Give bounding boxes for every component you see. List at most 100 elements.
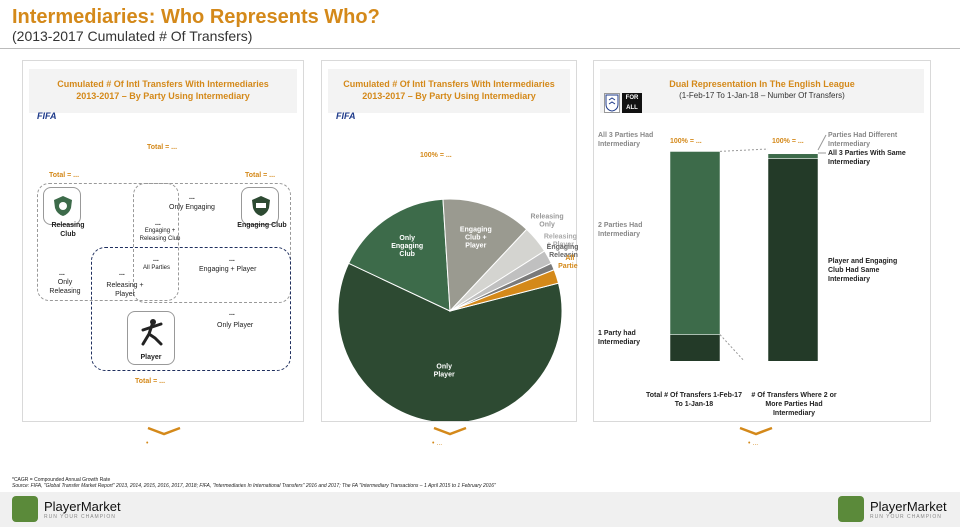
footballer-icon (141, 319, 163, 346)
engaging-releasing-label: Engaging + Releasing Club (139, 228, 181, 242)
releasing-player-value: ... (119, 270, 125, 277)
engaging-club-label: Engaging Club (237, 222, 287, 229)
only-engaging-label: Only Engaging (169, 204, 215, 211)
only-releasing-label: Only Releasing (49, 279, 81, 295)
bar-segment (767, 153, 819, 159)
pie-total-label: 100% = ... (420, 152, 452, 159)
footer-bar (0, 492, 960, 527)
only-player-value: ... (229, 310, 235, 317)
shield-icon (54, 196, 72, 216)
engaging-player-label: Engaging + Player (199, 266, 257, 273)
pie-slice (337, 262, 563, 421)
connector-line (719, 148, 769, 152)
venn-panel: Cumulated # Of Intl Transfers With Inter… (22, 60, 304, 422)
stacked-bar-chart (669, 134, 827, 361)
pie-slice-label: Parties (558, 263, 578, 270)
pie-slice-label: All (565, 255, 574, 262)
player-circle (91, 247, 291, 371)
venn-total-left: Total = ... (49, 172, 80, 179)
pie-slice-label: Only (436, 363, 452, 370)
chevron-down-icon[interactable] (738, 426, 774, 436)
bar-segment (669, 334, 721, 361)
pie-slice-label: Only (539, 222, 555, 229)
bar1-total: 100% = ... (670, 138, 702, 145)
label-player-engaging: Player and Engaging Club Had Same Interm… (828, 258, 898, 283)
brand-name: PlayerMarket (44, 499, 121, 514)
dual-header-line1: Dual Representation In The English Leagu… (669, 79, 855, 89)
pie-slice-label: Engaging (391, 243, 423, 250)
nav-dot-1: • (146, 440, 149, 447)
bar-segment (767, 148, 819, 155)
title-divider (0, 48, 960, 49)
bar-segment (669, 151, 721, 335)
engaging-releasing-value: ... (155, 220, 161, 227)
nav-dot-2: • ... (432, 440, 443, 447)
bar-segment (767, 158, 819, 361)
brand-tagline: RUN YOUR CHAMPION (44, 514, 116, 520)
page-title: Intermediaries: Who Represents Who? (12, 6, 380, 28)
venn-header-line2: 2013-2017 – By Party Using Intermediary (76, 91, 250, 101)
releasing-circle (37, 183, 179, 301)
pie-slice-label: Releasing (544, 233, 577, 240)
only-releasing-value: ... (59, 270, 65, 277)
chevron-down-icon[interactable] (432, 426, 468, 436)
pie-header-line2: 2013-2017 – By Party Using Intermediary (362, 91, 536, 101)
venn-panel-header: Cumulated # Of Intl Transfers With Inter… (29, 69, 297, 113)
dual-panel-header: Dual Representation In The English Leagu… (600, 69, 924, 113)
bar-segment (669, 148, 721, 152)
pie-panel-header: Cumulated # Of Intl Transfers With Inter… (328, 69, 570, 113)
releasing-club-badge (43, 187, 81, 225)
for-all-badge: FOR ALL (622, 93, 642, 113)
venn-total-top: Total = ... (147, 144, 178, 151)
pie-slice-label: Releasing (531, 214, 564, 221)
engaging-club-badge (241, 187, 279, 225)
engaging-circle (133, 183, 291, 303)
only-player-label: Only Player (217, 322, 254, 329)
shield-icon (252, 196, 270, 216)
label-2-parties: 2 Parties Had Intermediary (598, 222, 643, 238)
bar2-total: 100% = ... (772, 138, 804, 145)
pie-slice-label: Player (434, 371, 455, 378)
label-same-all3: All 3 Parties With Same Intermediary (828, 150, 906, 166)
pie-slice (442, 198, 528, 313)
bar2-caption: # Of Transfers Where 2 or More Parties H… (751, 392, 837, 417)
dual-header-line2: (1-Feb-17 To 1-Jan-18 – Number Of Transf… (679, 91, 845, 100)
fa-crest-icon (604, 93, 620, 113)
dual-representation-panel: Dual Representation In The English Leagu… (593, 60, 931, 422)
only-engaging-value: ... (189, 194, 195, 201)
connector-line (719, 334, 745, 361)
venn-header-line1: Cumulated # Of Intl Transfers With Inter… (57, 79, 269, 89)
all-parties-value: ... (153, 256, 159, 263)
brand-bars-icon (838, 496, 864, 522)
fifa-logo: FIFA (336, 111, 356, 121)
pie-slice-label: Club (399, 251, 415, 258)
releasing-club-label: Releasing Club (51, 222, 85, 238)
label-all3-parties: All 3 Parties Had Intermediary (598, 132, 654, 148)
player-label: Player (140, 354, 162, 361)
player-badge (127, 311, 175, 365)
pie-header-line1: Cumulated # Of Intl Transfers With Inter… (343, 79, 555, 89)
fifa-logo: FIFA (37, 111, 57, 121)
pie-slice-label: Releasing (549, 252, 578, 259)
all-parties-label: All Parties (143, 265, 171, 271)
nav-dot-3: • ... (748, 440, 759, 447)
pointer-line (817, 134, 827, 151)
pie-slice (347, 198, 451, 312)
venn-total-bottom: Total = ... (135, 378, 166, 385)
bar1-caption: Total # Of Transfers 1-Feb-17 To 1-Jan-1… (646, 392, 742, 408)
releasing-player-label: Releasing + Player (106, 282, 144, 298)
footnote-cagr: *CAGR = Compounded Annual Growth Rate (12, 477, 111, 483)
venn-total-right: Total = ... (245, 172, 276, 179)
label-different-intermediary: Parties Had Different Intermediary (828, 132, 898, 148)
pie-slice-label: Player (465, 242, 486, 249)
pie-slice-label: + Player (547, 241, 574, 248)
pie-slice-label: Engaging + (547, 244, 578, 251)
brand-name: PlayerMarket (870, 499, 947, 514)
brand-tagline: RUN YOUR CHAMPION (870, 514, 942, 520)
chevron-down-icon[interactable] (146, 426, 182, 436)
footnote-source: Source: FIFA, "Global Transfer Market Re… (12, 483, 496, 489)
pie-slice (449, 269, 560, 312)
pie-panel: Cumulated # Of Intl Transfers With Inter… (321, 60, 578, 422)
page-subtitle: (2013-2017 Cumulated # Of Transfers) (12, 28, 253, 44)
